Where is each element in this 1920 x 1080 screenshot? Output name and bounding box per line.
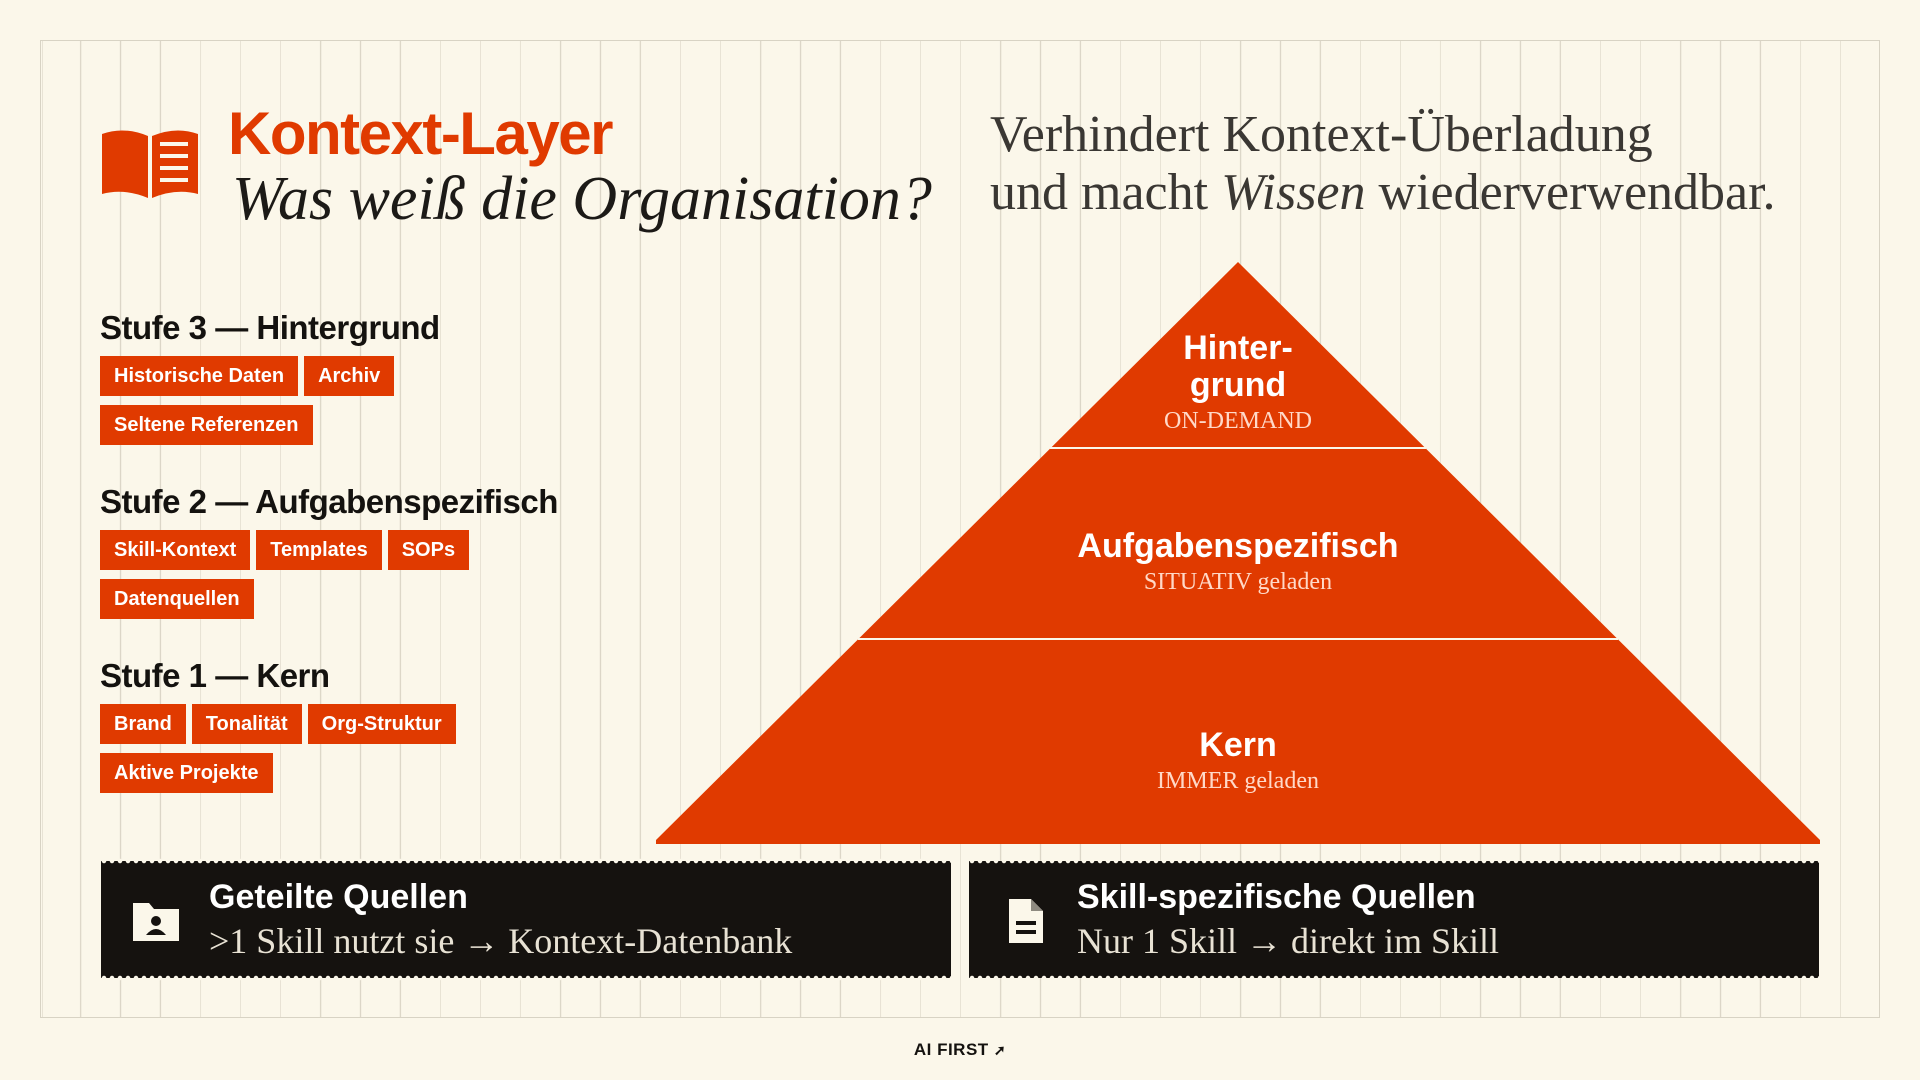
- skill-sources-title: Skill-spezifische Quellen: [1077, 878, 1476, 916]
- pyramid-middle-title: Aufgabenspezifisch: [1077, 527, 1399, 565]
- tag-aktive-projekte: Aktive Projekte: [100, 753, 273, 793]
- shared-sources-title: Geteilte Quellen: [209, 878, 468, 916]
- skill-sources-box: Skill-spezifische Quellen Nur 1 Skill → …: [969, 858, 1819, 981]
- shared-sources-sub: >1 Skill nutzt sie → Kontext-Datenbank: [209, 921, 793, 961]
- stufe-1-heading: Stufe 1 — Kern: [100, 657, 330, 694]
- pyramid-top-title-2: grund: [1189, 366, 1287, 404]
- pyramid-label-bottom: Kern IMMER geladen: [938, 727, 1538, 796]
- tag-datenquellen: Datenquellen: [100, 579, 254, 619]
- tag-historische-daten: Historische Daten: [100, 356, 299, 396]
- shared-sources-box: Geteilte Quellen >1 Skill nutzt sie → Ko…: [101, 858, 951, 981]
- tag-brand: Brand: [100, 704, 186, 744]
- tag-skill-kontext: Skill-Kontext: [100, 530, 251, 570]
- footer-brand-text: AI FIRST: [913, 1040, 989, 1059]
- pyramid-tier-top: [656, 262, 1820, 844]
- tag-templates: Templates: [256, 530, 382, 570]
- pyramid-top-sub: ON-DEMAND: [1164, 408, 1312, 434]
- pyramid-top-title-1: Hinter-: [1183, 329, 1293, 367]
- pyramid-bottom-sub: IMMER geladen: [1157, 768, 1319, 794]
- pyramid-middle-sub: SITUATIV geladen: [1143, 569, 1333, 595]
- tagline-line-1: Verhindert Kontext-Überladung: [990, 106, 1653, 163]
- tag-archiv: Archiv: [304, 356, 395, 396]
- page-subtitle: Was weiß die Organisation?: [232, 165, 932, 233]
- stufe-1-section: Stufe 1 — Kern Brand Tonalität Org-Struk…: [100, 656, 500, 793]
- pyramid-label-top: Hinter- grund ON-DEMAND: [938, 330, 1538, 436]
- stufe-3-section: Stufe 3 — Hintergrund Historische Daten …: [100, 308, 440, 445]
- arrow-icon: ➚: [993, 1042, 1007, 1058]
- book-icon: [102, 130, 198, 198]
- tag-tonalitaet: Tonalität: [191, 704, 302, 744]
- pyramid-diagram: [656, 262, 1820, 844]
- tag-org-struktur: Org-Struktur: [307, 704, 456, 744]
- footer-brand: AI FIRST ➚: [0, 1040, 1920, 1060]
- pyramid-label-middle: Aufgabenspezifisch SITUATIV geladen: [938, 528, 1538, 597]
- document-icon: [1009, 899, 1043, 943]
- stufe-3-tags: Historische Daten Archiv Seltene Referen…: [100, 356, 420, 445]
- tagline-line-2: und macht Wissen wiederverwendbar.: [990, 164, 1776, 222]
- stufe-2-section: Stufe 2 — Aufgabenspezifisch Skill-Konte…: [100, 482, 558, 619]
- tagline-emphasis: Wissen: [1221, 164, 1366, 221]
- tagline-text: und macht: [990, 164, 1222, 221]
- stufe-2-heading: Stufe 2 — Aufgabenspezifisch: [100, 483, 558, 520]
- tag-seltene-referenzen: Seltene Referenzen: [100, 405, 313, 445]
- stufe-1-tags: Brand Tonalität Org-Struktur Aktive Proj…: [100, 704, 500, 793]
- skill-sources-sub: Nur 1 Skill → direkt im Skill: [1077, 921, 1500, 961]
- tagline: Verhindert Kontext-Überladung und macht …: [990, 106, 1776, 222]
- stufe-2-tags: Skill-Kontext Templates SOPs Datenquelle…: [100, 530, 500, 619]
- grid-frame: [40, 40, 1880, 1018]
- page-title: Kontext-Layer: [228, 100, 613, 167]
- tagline-text: wiederverwendbar.: [1365, 164, 1776, 221]
- stufe-3-heading: Stufe 3 — Hintergrund: [100, 309, 440, 346]
- folder-user-icon: [133, 903, 179, 941]
- tag-sops: SOPs: [387, 530, 470, 570]
- pyramid-bottom-title: Kern: [1199, 726, 1277, 764]
